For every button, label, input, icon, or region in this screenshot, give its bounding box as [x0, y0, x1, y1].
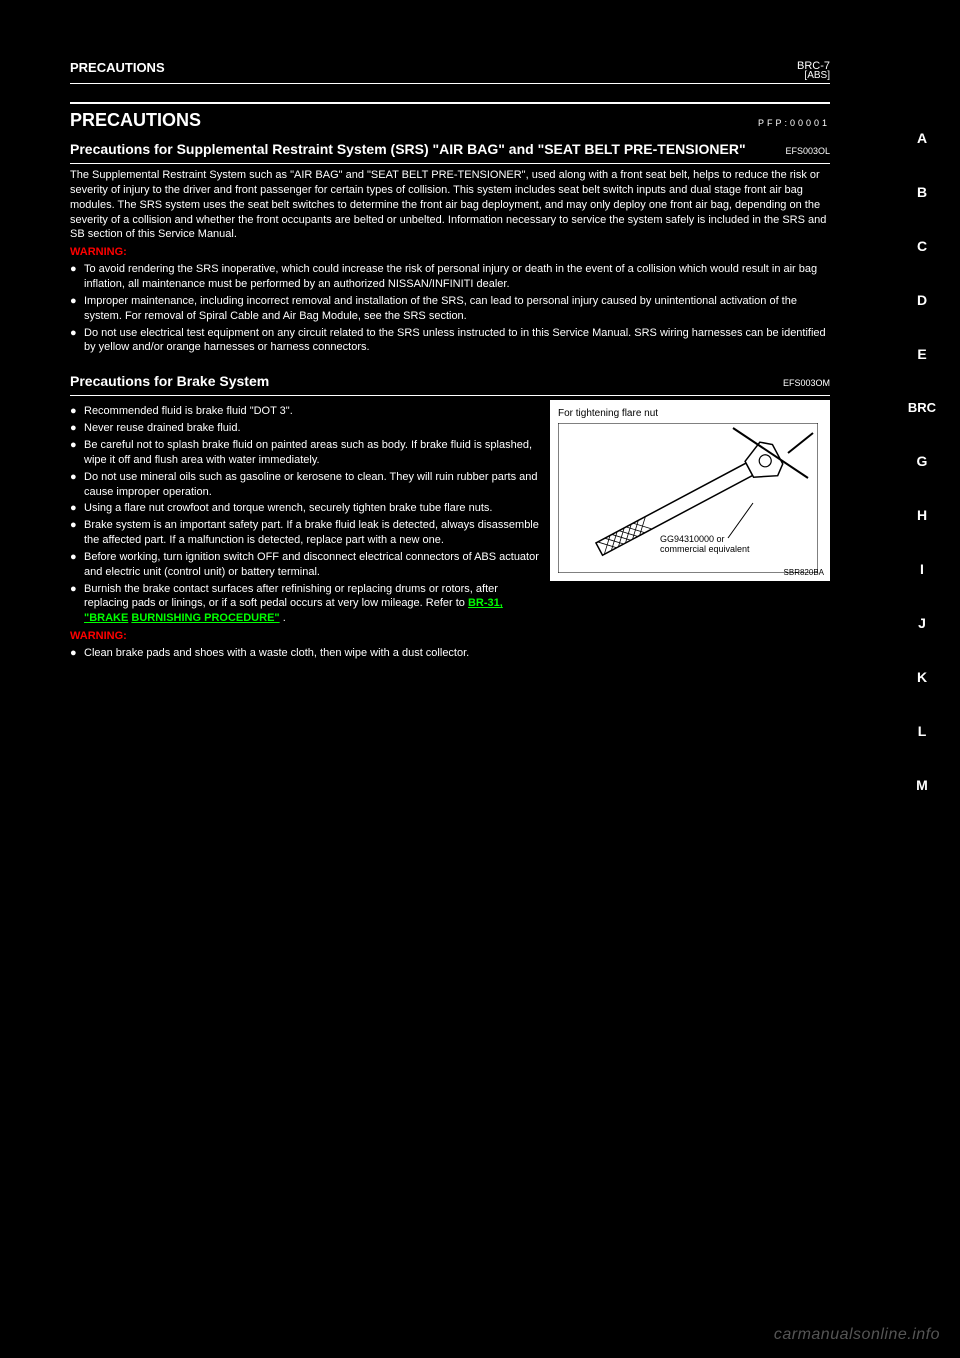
bullet-icon: ●	[70, 404, 84, 419]
list-text: Using a flare nut crowfoot and torque wr…	[84, 501, 540, 516]
nav-e[interactable]: E	[902, 346, 942, 362]
list-text: Do not use electrical test equipment on …	[84, 326, 830, 356]
list-item: ●Brake system is an important safety par…	[70, 518, 540, 548]
list-item: ●Before working, turn ignition switch OF…	[70, 550, 540, 580]
bullet-icon: ●	[70, 326, 84, 356]
nav-b[interactable]: B	[902, 184, 942, 200]
nav-l[interactable]: L	[902, 723, 942, 739]
nav-h[interactable]: H	[902, 507, 942, 523]
page-content: PRECAUTIONS BRC-7 [ABS] PRECAUTIONS PFP:…	[70, 60, 830, 663]
list-item: ● Clean brake pads and shoes with a wast…	[70, 646, 540, 661]
nav-d[interactable]: D	[902, 292, 942, 308]
list-text: Improper maintenance, including incorrec…	[84, 294, 830, 324]
list-text: To avoid rendering the SRS inoperative, …	[84, 262, 830, 292]
figure-code: SBR820BA	[784, 568, 824, 577]
section-title: PRECAUTIONS	[70, 110, 201, 131]
page-header: PRECAUTIONS BRC-7 [ABS]	[70, 60, 830, 84]
list-text: Be careful not to splash brake fluid on …	[84, 438, 540, 468]
tool-label-1: GG94310000 or	[660, 534, 750, 545]
sub2-list: ●Recommended fluid is brake fluid "DOT 3…	[70, 404, 540, 626]
sub1-intro-text: The Supplemental Restraint System such a…	[70, 168, 830, 242]
header-right: BRC-7 [ABS]	[797, 60, 830, 81]
nav-c[interactable]: C	[902, 238, 942, 254]
nav-g[interactable]: G	[902, 453, 942, 469]
list-item: ●Do not use mineral oils such as gasolin…	[70, 470, 540, 500]
two-column-block: ●Recommended fluid is brake fluid "DOT 3…	[70, 400, 830, 663]
side-nav: A B C D E BRC G H I J K L M	[902, 130, 942, 831]
subsection-1-ecode: EFS003OL	[785, 146, 830, 156]
nav-m[interactable]: M	[902, 777, 942, 793]
sub-rule-1	[70, 163, 830, 164]
sub1-intro-wrap: The Supplemental Restraint System such a…	[70, 168, 830, 242]
bullet-icon: ●	[70, 582, 84, 627]
bullet-icon: ●	[70, 262, 84, 292]
period: .	[283, 612, 286, 624]
header-left: PRECAUTIONS	[70, 60, 165, 75]
section-rule	[70, 102, 830, 104]
tool-label-2: commercial equivalent	[660, 544, 750, 555]
subsection-1-title: Precautions for Supplemental Restraint S…	[70, 141, 746, 157]
burnish-pre: Burnish the brake contact surfaces after…	[84, 583, 498, 610]
nav-a[interactable]: A	[902, 130, 942, 146]
nav-k[interactable]: K	[902, 669, 942, 685]
burnish-text: Burnish the brake contact surfaces after…	[84, 582, 540, 627]
list-item: ●Be careful not to splash brake fluid on…	[70, 438, 540, 468]
warning-label-1: WARNING:	[70, 246, 830, 258]
list-text: Do not use mineral oils such as gasoline…	[84, 470, 540, 500]
list-item: ●Never reuse drained brake fluid.	[70, 421, 540, 436]
nav-brc[interactable]: BRC	[902, 400, 942, 415]
bullet-icon: ●	[70, 421, 84, 436]
bullet-icon: ●	[70, 646, 84, 661]
figure-tool-label: GG94310000 or commercial equivalent	[660, 534, 750, 556]
list-text: Never reuse drained brake fluid.	[84, 421, 540, 436]
list-text: Brake system is an important safety part…	[84, 518, 540, 548]
bullet-icon: ●	[70, 518, 84, 548]
subsection-2-title: Precautions for Brake System	[70, 373, 269, 389]
bullet-icon: ●	[70, 470, 84, 500]
section-pfp: PFP:00001	[758, 118, 830, 128]
bullet-icon: ●	[70, 550, 84, 580]
sub1-intro: The Supplemental Restraint System such a…	[70, 168, 830, 242]
list-item: ●Recommended fluid is brake fluid "DOT 3…	[70, 404, 540, 419]
list-item: ● Improper maintenance, including incorr…	[70, 294, 830, 324]
sub2-warn-list: ● Clean brake pads and shoes with a wast…	[70, 646, 540, 661]
sub-rule-2	[70, 395, 830, 396]
list-item: ● To avoid rendering the SRS inoperative…	[70, 262, 830, 292]
figure-flare-nut: For tightening flare nut	[550, 400, 830, 581]
list-item-burnish: ● Burnish the brake contact surfaces aft…	[70, 582, 540, 627]
link-burnishing[interactable]: BURNISHING PROCEDURE"	[131, 612, 279, 624]
nav-j[interactable]: J	[902, 615, 942, 631]
bullet-icon: ●	[70, 501, 84, 516]
list-item: ●Using a flare nut crowfoot and torque w…	[70, 501, 540, 516]
bullet-icon: ●	[70, 438, 84, 468]
list-text: Recommended fluid is brake fluid "DOT 3"…	[84, 404, 540, 419]
watermark: carmanualsonline.info	[774, 1326, 940, 1344]
section-title-row: PRECAUTIONS PFP:00001	[70, 110, 830, 131]
subsection-2-title-row: Precautions for Brake System EFS003OM	[70, 373, 830, 389]
figure-caption: For tightening flare nut	[558, 408, 822, 419]
list-text: Clean brake pads and shoes with a waste …	[84, 646, 540, 661]
sub1-list: ● To avoid rendering the SRS inoperative…	[70, 262, 830, 355]
list-item: ● Do not use electrical test equipment o…	[70, 326, 830, 356]
subsection-1-title-row: Precautions for Supplemental Restraint S…	[70, 141, 830, 157]
subsection-2-ecode: EFS003OM	[783, 378, 830, 388]
bullet-icon: ●	[70, 294, 84, 324]
list-text: Before working, turn ignition switch OFF…	[84, 550, 540, 580]
warning-label-2: WARNING:	[70, 630, 540, 642]
nav-i[interactable]: I	[902, 561, 942, 577]
column-text: ●Recommended fluid is brake fluid "DOT 3…	[70, 400, 540, 663]
